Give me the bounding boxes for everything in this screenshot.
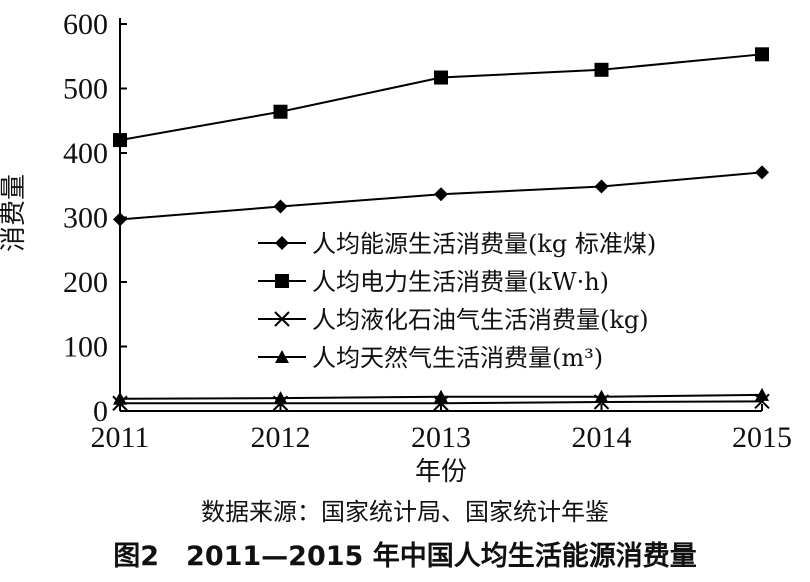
x-tick-label: 2011 bbox=[91, 421, 150, 454]
legend-item-1: 人均能源生活消费量(kg 标准煤) bbox=[258, 230, 656, 258]
y-tick-label: 600 bbox=[63, 8, 108, 41]
legend-item-2: 人均电力生活消费量(kW·h) bbox=[258, 268, 609, 296]
data-point bbox=[755, 387, 769, 401]
y-tick-label: 300 bbox=[63, 202, 108, 235]
data-point bbox=[113, 391, 127, 405]
legend-label: 人均能源生活消费量(kg 标准煤) bbox=[312, 230, 656, 258]
data-point bbox=[594, 179, 609, 194]
data-point bbox=[434, 187, 448, 202]
figure-caption: 图2 2011—2015 年中国人均生活能源消费量 bbox=[113, 541, 697, 572]
series-layer bbox=[112, 47, 770, 411]
legend-marker bbox=[275, 274, 289, 288]
y-tick-label: 100 bbox=[63, 331, 108, 364]
series-line bbox=[119, 53, 763, 142]
data-point bbox=[755, 165, 769, 180]
y-tick-label: 400 bbox=[63, 137, 108, 170]
x-tick-label: 2015 bbox=[732, 421, 792, 454]
data-source-note: 数据来源：国家统计局、国家统计年鉴 bbox=[201, 498, 609, 526]
legend: 人均能源生活消费量(kg 标准煤) 人均电力生活消费量(kW·h) 人均液化石油气生… bbox=[258, 230, 656, 372]
data-point bbox=[434, 389, 448, 403]
data-point bbox=[755, 47, 769, 62]
y-axis-title: 消费量 bbox=[0, 174, 29, 252]
y-tick-label: 200 bbox=[63, 266, 108, 299]
legend-marker bbox=[275, 350, 289, 363]
x-tick-label: 2013 bbox=[411, 421, 471, 454]
x-tick-label: 2012 bbox=[251, 421, 311, 454]
tick-labels: 0 100 200 300 400 500 600 2011 2012 2013 2014 2015 bbox=[63, 8, 792, 454]
data-point bbox=[434, 70, 448, 85]
data-point bbox=[113, 133, 127, 148]
legend-label: 人均电力生活消费量(kW·h) bbox=[312, 268, 609, 296]
series-2 bbox=[113, 47, 769, 148]
legend-marker bbox=[274, 311, 290, 327]
legend-item-4: 人均天然气生活消费量(m³) bbox=[258, 344, 603, 372]
x-marker-stroke bbox=[274, 311, 290, 327]
data-point bbox=[273, 199, 288, 214]
data-point bbox=[594, 389, 609, 403]
legend-item-3: 人均液化石油气生活消费量(kg) bbox=[258, 306, 649, 334]
legend-label: 人均天然气生活消费量(m³) bbox=[312, 344, 603, 372]
data-point bbox=[113, 212, 127, 227]
x-tick-label: 2014 bbox=[572, 421, 632, 454]
data-point bbox=[594, 62, 609, 77]
data-point bbox=[273, 104, 288, 119]
legend-marker bbox=[275, 236, 289, 250]
data-point bbox=[273, 391, 288, 405]
series-4 bbox=[113, 387, 769, 405]
y-tick-label: 0 bbox=[93, 395, 108, 428]
y-tick-label: 500 bbox=[63, 73, 108, 106]
x-axis-title: 年份 bbox=[415, 457, 467, 487]
legend-label: 人均液化石油气生活消费量(kg) bbox=[312, 306, 649, 334]
series-1 bbox=[113, 165, 769, 227]
